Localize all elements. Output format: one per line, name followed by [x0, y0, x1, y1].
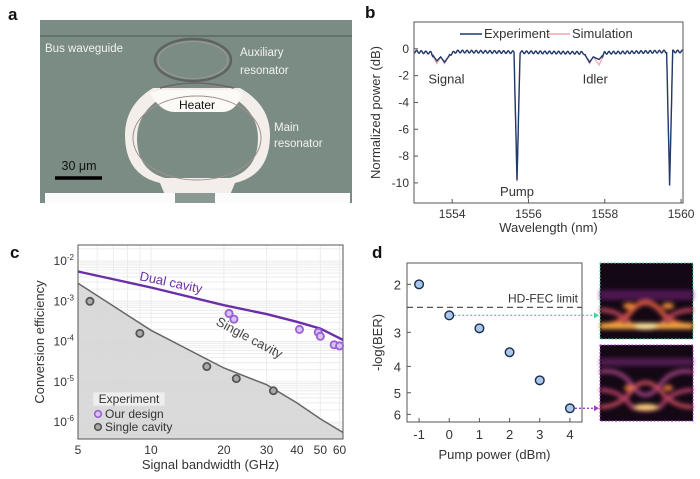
x-tick-label: 1556	[515, 207, 542, 221]
data-point-our-design	[294, 324, 304, 334]
label-main: Main	[274, 122, 299, 134]
data-point	[504, 347, 515, 358]
legend-label: Experiment	[484, 26, 550, 41]
panel-b-chart: 1554 1556 1558 1560 0 -2 -4 -6 -8 -10 Wavelength (…	[368, 21, 695, 235]
x-tick-label: 30	[260, 443, 274, 457]
y-tick-label: 10-5	[54, 374, 75, 389]
panel-label-a: a	[8, 5, 18, 24]
x-axis-label: Wavelength (nm)	[499, 220, 598, 235]
series-line-experiment	[413, 49, 684, 186]
x-tick-label: 1554	[439, 207, 466, 221]
data-point	[474, 323, 485, 334]
x-tick-label: 5	[75, 443, 82, 457]
data-point	[414, 279, 425, 290]
x-axis-label: Pump power (dBm)	[439, 447, 551, 462]
y-tick-label: 10-2	[54, 253, 75, 268]
axes-frame	[77, 244, 344, 440]
x-tick-label: 1560	[668, 207, 695, 221]
label-main-resonator: resonator	[274, 138, 323, 150]
x-tick-label: 20	[217, 443, 231, 457]
data-point-our-design	[335, 341, 345, 351]
label-heater: Heater	[179, 98, 215, 112]
auxiliary-resonator-ring	[153, 37, 233, 83]
legend-label: Simulation	[572, 26, 633, 41]
y-tick-label: -10	[392, 176, 410, 190]
data-point-our-design	[315, 331, 325, 341]
y-tick-label: 10-4	[54, 334, 75, 349]
data-point	[564, 403, 575, 414]
arrow-head-icon	[594, 312, 599, 319]
y-axis-label: Normalized power (dB)	[368, 46, 383, 179]
legend-title-box	[92, 391, 166, 407]
y-tick-label: 5	[394, 386, 401, 401]
panel-label-d: d	[372, 243, 382, 262]
data-point-single-cavity	[268, 386, 278, 396]
axes-frame	[413, 21, 684, 204]
x-tick-label: 10	[144, 443, 158, 457]
y-tick-label: -4	[398, 95, 409, 109]
microscope-image: 30 μm Bus waveguide Auxiliary resonator …	[40, 20, 352, 203]
y-tick-label: 10-6	[54, 414, 75, 429]
data-point-single-cavity	[135, 328, 145, 338]
x-axis-label: Signal bandwidth (GHz)	[142, 457, 279, 472]
label-auxiliary-resonator: resonator	[240, 65, 289, 77]
y-tick-label: 10-3	[54, 293, 75, 308]
panel-d-chart: -1 0 1 2 3 4 2 3 4 5 6 Pump power (dBm) -log(BER) HD-…	[370, 262, 599, 462]
annotation-label: Idler	[583, 71, 609, 86]
x-tick-label: 60	[333, 443, 347, 457]
x-tick-label: 1	[476, 427, 483, 442]
theory-line-single	[77, 282, 344, 434]
y-axis-label: Conversion efficiency	[32, 280, 47, 404]
eye-diagram-top	[599, 262, 694, 340]
legend-title: Experiment	[99, 392, 160, 406]
heater-pad	[150, 90, 243, 112]
scale-bar-label: 30 μm	[62, 159, 97, 173]
y-tick-label: -2	[398, 69, 409, 83]
data-point-our-design	[224, 308, 234, 318]
panel-label-c: c	[10, 243, 19, 262]
data-point-single-cavity	[231, 374, 241, 384]
x-tick-label: -1	[413, 427, 425, 442]
annotation-label: Signal	[428, 71, 464, 86]
hd-fec-threshold-label: HD-FEC limit	[508, 291, 579, 305]
y-axis-label: -log(BER)	[370, 314, 385, 371]
legend-label: Single cavity	[105, 420, 172, 434]
data-point	[534, 375, 545, 386]
x-tick-label: 0	[446, 427, 453, 442]
arrow-head-icon	[594, 405, 599, 412]
y-tick-label: -8	[398, 149, 409, 163]
x-tick-label: 2	[506, 427, 513, 442]
y-tick-label: 6	[394, 407, 401, 422]
data-point	[444, 310, 455, 321]
data-point-single-cavity	[202, 362, 212, 372]
x-tick-label: 40	[290, 443, 304, 457]
axes-frame	[406, 262, 583, 423]
x-tick-label: 50	[314, 443, 328, 457]
y-tick-label: 3	[394, 325, 401, 340]
x-tick-label: 1558	[591, 207, 618, 221]
legend-marker	[93, 422, 103, 432]
data-point-our-design	[229, 314, 239, 324]
series-line-simulation	[413, 49, 684, 183]
label-bus-waveguide: Bus waveguide	[45, 43, 123, 55]
legend-marker	[93, 409, 103, 419]
x-tick-label: 4	[566, 427, 573, 442]
annotation-label: Pump	[500, 184, 534, 199]
data-point-single-cavity	[85, 296, 95, 306]
label-auxiliary: Auxiliary	[240, 47, 284, 59]
y-tick-label: -6	[398, 122, 409, 136]
y-tick-label: 2	[394, 277, 401, 292]
y-tick-label: 4	[394, 359, 401, 374]
x-tick-label: 3	[536, 427, 543, 442]
eye-diagram-bottom	[599, 344, 694, 422]
panel-label-b: b	[365, 3, 375, 22]
y-tick-label: 0	[402, 42, 409, 56]
panel-a: a 30 μm Bus waveguide Auxiliary resonato…	[8, 5, 352, 203]
legend-label: Our design	[105, 407, 164, 421]
